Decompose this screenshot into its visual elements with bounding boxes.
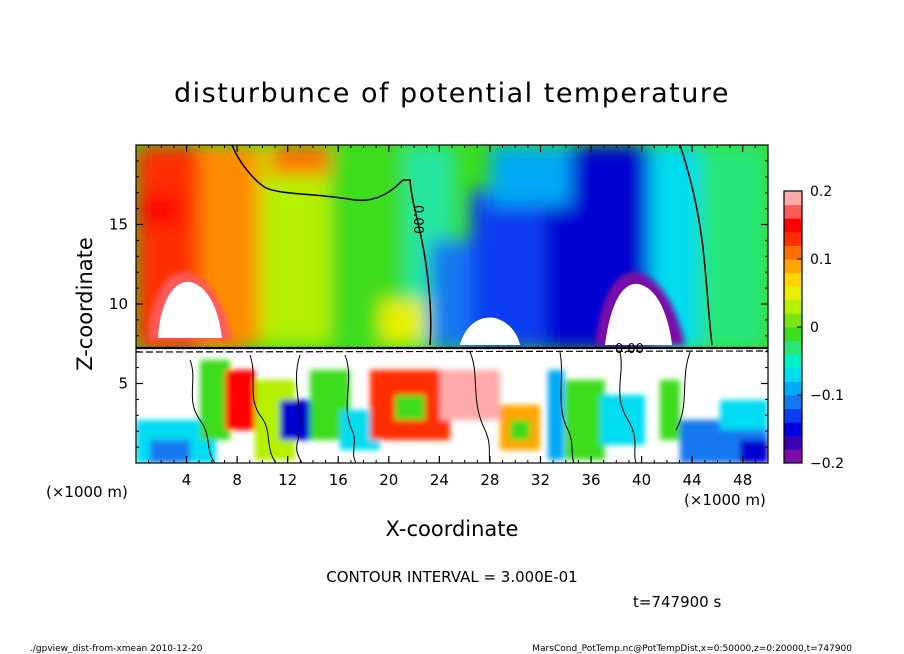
colorbar-swatch <box>784 422 802 437</box>
x-tick-label: 36 <box>581 471 600 489</box>
colorbar-swatch <box>784 286 802 301</box>
colorbar-swatch <box>784 218 802 233</box>
colorbar-swatch <box>784 340 802 355</box>
time-text: t=747900 s <box>633 593 721 611</box>
zero-contour-right <box>679 145 713 346</box>
footer-left: ./gpview_dist-from-xmean 2010-12-20 <box>30 644 203 654</box>
colorbar-tick-label: −0.1 <box>810 388 844 404</box>
colorbar-swatch <box>784 327 802 342</box>
colorbar-swatch <box>784 231 802 246</box>
footer-right: MarsCond_PotTemp.nc@PotTempDist,x=0:5000… <box>532 644 852 654</box>
colorbar-swatch <box>784 367 802 382</box>
colorbar-swatch <box>784 408 802 423</box>
colorbar-swatch <box>784 354 802 369</box>
colorbar-swatch <box>784 395 802 410</box>
y-tick-label: 10 <box>109 295 128 313</box>
colorbar-swatch <box>784 313 802 328</box>
x-tick-label: 44 <box>683 471 702 489</box>
colorbar <box>784 191 802 464</box>
colorbar-swatch <box>784 191 802 206</box>
lower-contours <box>189 351 691 463</box>
y-tick-label: 5 <box>118 375 128 393</box>
contour-lines <box>136 145 768 463</box>
colorbar-swatch <box>784 204 802 219</box>
x-unit-right: (×1000 m) <box>684 491 766 509</box>
colorbar-swatch <box>784 299 802 314</box>
y-tick-label: 15 <box>109 216 128 234</box>
x-axis-label: X-coordinate <box>386 517 519 541</box>
colorbar-swatch <box>784 449 802 464</box>
zero-contour-left <box>231 145 432 346</box>
upper-field <box>136 145 768 350</box>
chart-title: disturbunce of potential temperature <box>174 78 730 109</box>
contour-interval-text: CONTOUR INTERVAL = 3.000E-01 <box>326 568 577 586</box>
y-axis: 5 10 15 <box>109 160 768 448</box>
y-axis-label: Z-coordinate <box>73 237 97 371</box>
x-tick-label: 8 <box>232 471 242 489</box>
colorbar-ticks: 0.2 0.1 0 −0.1 −0.2 <box>797 184 844 472</box>
colorbar-tick-label: −0.2 <box>810 456 844 472</box>
lower-field <box>136 348 768 463</box>
x-tick-label: 24 <box>430 471 449 489</box>
colorbar-swatch <box>784 381 802 396</box>
colorbar-tick-label: 0.2 <box>810 184 832 200</box>
x-tick-label: 12 <box>278 471 297 489</box>
contour-labels: 0.00 0.00 <box>410 205 644 357</box>
colorbar-swatch <box>784 435 802 450</box>
x-tick-label: 48 <box>733 471 752 489</box>
colorbar-swatch <box>784 245 802 260</box>
x-tick-label: 20 <box>379 471 398 489</box>
colorbar-swatch <box>784 272 802 287</box>
hot-blob <box>148 271 232 340</box>
x-tick-label: 16 <box>329 471 348 489</box>
x-axis: 4 8 12 16 20 24 28 32 36 40 44 48 <box>148 145 756 489</box>
contour-label-lower: 0.00 <box>615 342 644 357</box>
colorbar-tick-label: 0.1 <box>810 252 832 268</box>
colorbar-swatch <box>784 259 802 274</box>
plot-area: 0.00 0.00 <box>136 145 768 463</box>
x-tick-label: 32 <box>531 471 550 489</box>
contour-label-upper: 0.00 <box>410 205 425 234</box>
x-tick-label: 4 <box>182 471 192 489</box>
x-tick-label: 28 <box>480 471 499 489</box>
x-tick-label: 40 <box>632 471 651 489</box>
boundary-line-2 <box>136 350 768 353</box>
cold-blobs <box>460 271 685 345</box>
colorbar-tick-label: 0 <box>810 320 819 336</box>
x-unit-left: (×1000 m) <box>46 483 128 501</box>
